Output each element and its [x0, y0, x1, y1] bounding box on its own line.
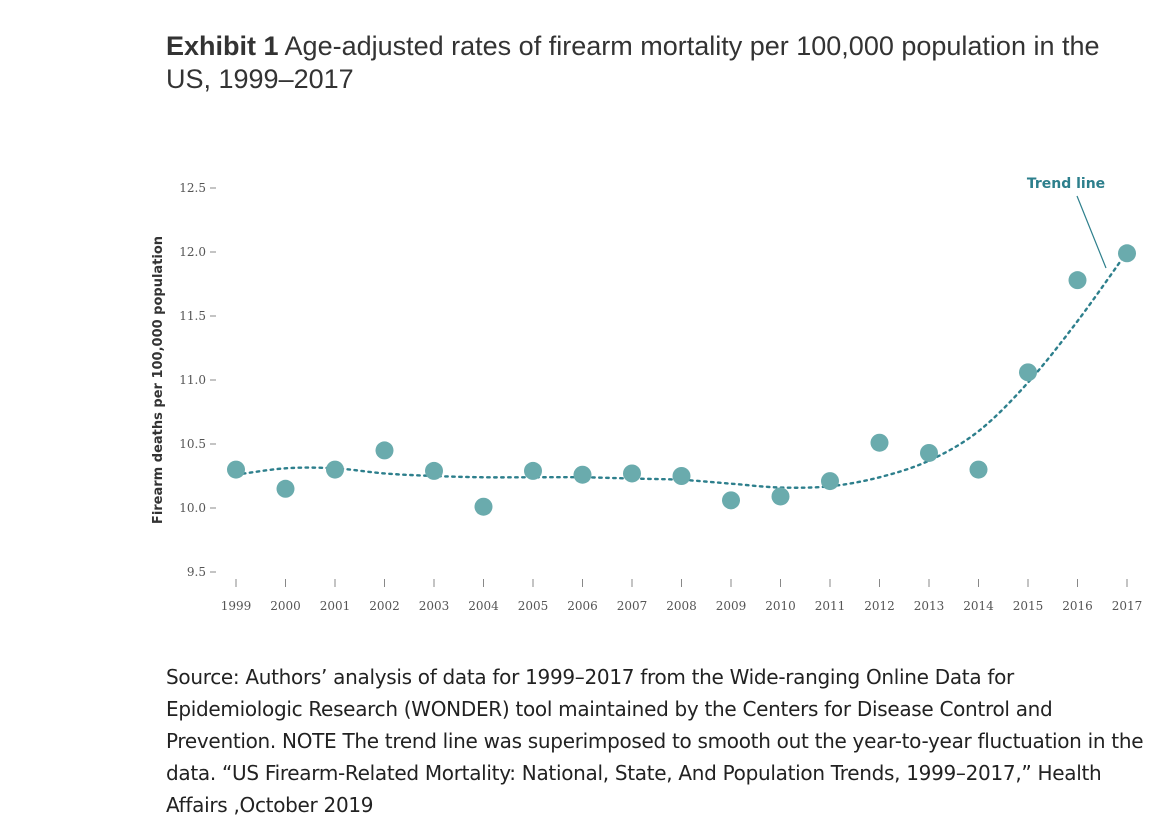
data-point	[524, 461, 542, 480]
data-point	[722, 491, 740, 510]
x-tick-label: 2010	[765, 599, 796, 613]
x-tick-label: 2008	[666, 599, 697, 613]
x-tick-label: 2003	[419, 599, 450, 613]
x-tick-label: 2011	[815, 599, 846, 613]
data-point	[573, 465, 592, 484]
data-point	[375, 441, 394, 460]
data-point	[1118, 244, 1136, 263]
y-axis: 9.5 10.0 10.5 11.0 11.5 12.0 12.5	[179, 181, 216, 579]
data-point	[969, 460, 988, 479]
y-tick-label: 10.5	[179, 437, 206, 451]
x-tick-label: 2002	[369, 599, 400, 613]
trend-line-label: Trend line	[1027, 176, 1105, 192]
title-text: Age-adjusted rates of firearm mortality …	[166, 31, 1100, 94]
data-point	[425, 461, 443, 480]
x-tick-label: 2004	[468, 599, 499, 613]
source-note: Source: Authors’ analysis of data for 19…	[166, 665, 1144, 817]
data-points	[227, 244, 1136, 516]
x-tick-label: 2014	[963, 599, 994, 613]
x-tick-label: 2000	[270, 599, 301, 613]
x-tick-label: 2001	[320, 599, 351, 613]
y-tick-label: 11.0	[179, 373, 206, 387]
x-tick-label: 2012	[864, 599, 895, 613]
x-tick-label: 2005	[518, 599, 549, 613]
data-point	[672, 467, 691, 485]
data-point	[276, 479, 295, 498]
x-tick-label: 1999	[221, 599, 252, 613]
x-tick-label: 2007	[617, 599, 648, 613]
x-tick-label: 2017	[1112, 599, 1143, 613]
data-point	[920, 443, 938, 462]
data-point	[1068, 271, 1087, 290]
x-tick-label: 2013	[914, 599, 945, 613]
trend-line	[234, 250, 1129, 489]
y-tick-label: 9.5	[187, 565, 206, 579]
data-point	[474, 497, 493, 516]
x-tick-label: 2015	[1013, 599, 1044, 613]
data-point	[227, 460, 245, 479]
y-tick-label: 12.5	[179, 181, 206, 195]
chart-title: Exhibit 1 Age-adjusted rates of firearm …	[166, 30, 1146, 96]
data-point	[623, 464, 641, 483]
data-point	[771, 487, 790, 506]
x-tick-label: 2006	[567, 599, 598, 613]
y-tick-label: 11.5	[179, 309, 206, 323]
data-point	[870, 433, 889, 452]
y-tick-label: 10.0	[179, 501, 206, 515]
y-axis-title: Firearm deaths per 100,000 population	[151, 236, 166, 524]
x-tick-label: 2016	[1062, 599, 1093, 613]
data-point	[1019, 363, 1037, 382]
trend-line-pointer	[1076, 195, 1107, 269]
y-tick-label: 12.0	[179, 245, 206, 259]
chart: 9.5 10.0 10.5 11.0 11.5 12.0 12.5 1999 2000 2001…	[151, 176, 1143, 613]
data-point	[326, 460, 344, 479]
data-point	[821, 472, 839, 491]
x-tick-label: 2009	[716, 599, 747, 613]
x-axis: 1999 2000 2001 2002 2003 2004 2005 2006 2007 2008…	[221, 579, 1143, 613]
exhibit-label: Exhibit 1	[166, 31, 279, 61]
